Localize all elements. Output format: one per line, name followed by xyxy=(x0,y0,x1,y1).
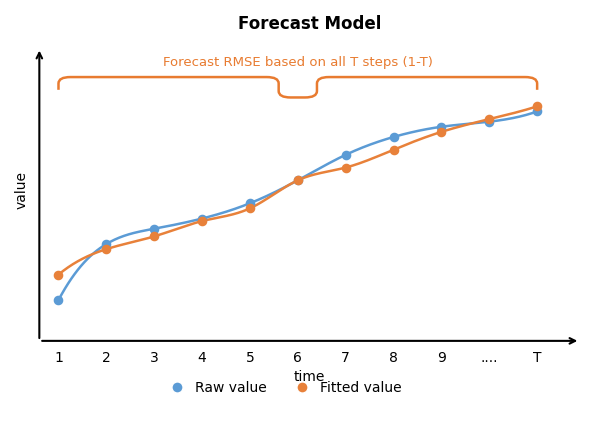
Point xyxy=(197,215,207,222)
Point xyxy=(53,296,63,304)
Point xyxy=(437,123,446,131)
Point xyxy=(484,115,494,122)
Point xyxy=(389,146,398,153)
X-axis label: time: time xyxy=(294,370,325,384)
Point xyxy=(197,218,207,225)
Point xyxy=(437,128,446,135)
Point xyxy=(532,103,542,110)
Point xyxy=(149,233,159,240)
Text: Forecast RMSE based on all T steps (1-T): Forecast RMSE based on all T steps (1-T) xyxy=(163,56,433,69)
Point xyxy=(293,177,302,184)
Title: Forecast Model: Forecast Model xyxy=(238,15,382,33)
Point xyxy=(341,164,350,171)
Point xyxy=(341,151,350,158)
Y-axis label: value: value xyxy=(15,172,29,210)
Point xyxy=(532,108,542,115)
Point xyxy=(149,225,159,232)
Point xyxy=(484,118,494,125)
Point xyxy=(101,245,111,253)
Point xyxy=(293,177,302,184)
Point xyxy=(389,133,398,140)
Point xyxy=(245,200,255,207)
Point xyxy=(245,205,255,212)
Point xyxy=(53,271,63,278)
Point xyxy=(101,240,111,248)
Legend: Raw value, Fitted value: Raw value, Fitted value xyxy=(158,375,407,400)
